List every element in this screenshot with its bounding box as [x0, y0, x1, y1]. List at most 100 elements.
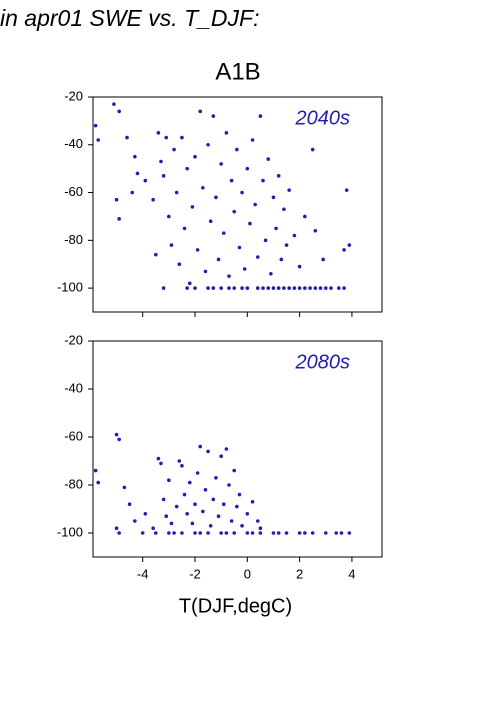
- data-point: [279, 257, 284, 262]
- data-point: [266, 157, 271, 161]
- data-point: [263, 238, 268, 243]
- data-point: [156, 131, 161, 135]
- data-point: [161, 174, 166, 178]
- x-tick-label: -2: [189, 566, 201, 581]
- data-point: [172, 531, 176, 535]
- data-point: [177, 262, 182, 267]
- data-point: [156, 456, 161, 461]
- data-point: [224, 447, 229, 451]
- data-point: [190, 521, 195, 526]
- panel-annotation: 2080s: [295, 351, 351, 373]
- data-point: [96, 138, 101, 142]
- data-point: [287, 188, 291, 192]
- plot-frame: [92, 340, 383, 558]
- data-point: [206, 449, 210, 454]
- data-point: [130, 190, 135, 195]
- y-tick-label: -80: [64, 476, 83, 491]
- y-tick-label: -40: [64, 380, 83, 395]
- data-point: [172, 147, 176, 152]
- data-point: [224, 531, 229, 535]
- data-point: [266, 286, 271, 290]
- data-point: [232, 531, 237, 535]
- data-point: [182, 492, 187, 497]
- data-point: [323, 531, 328, 535]
- data-point: [122, 485, 127, 490]
- data-point: [93, 123, 98, 128]
- data-point: [297, 286, 302, 290]
- data-point: [344, 188, 349, 192]
- data-point: [297, 264, 302, 269]
- data-point: [206, 286, 210, 290]
- data-point: [187, 281, 192, 286]
- data-point: [185, 286, 189, 290]
- x-tick-label: -4: [137, 566, 149, 581]
- data-point: [208, 524, 213, 528]
- data-point: [271, 286, 276, 290]
- data-point: [347, 243, 352, 247]
- y-tick-label: -60: [64, 428, 83, 443]
- data-point: [143, 178, 148, 183]
- data-point: [151, 526, 155, 530]
- page-title: in apr01 SWE vs. T_DJF:: [0, 5, 259, 31]
- data-point: [133, 154, 137, 159]
- data-point: [203, 269, 208, 274]
- data-point: [195, 471, 200, 475]
- data-point: [240, 190, 244, 195]
- data-point: [245, 286, 250, 290]
- y-tick-label: -20: [64, 332, 83, 347]
- data-point: [143, 512, 148, 516]
- data-point: [135, 171, 140, 176]
- data-point: [240, 286, 244, 290]
- data-point: [342, 286, 346, 290]
- data-point: [219, 286, 223, 290]
- data-point: [125, 135, 129, 140]
- panel-annotation: 2040s: [295, 107, 351, 129]
- data-point: [219, 162, 223, 166]
- data-point: [235, 147, 239, 152]
- data-point: [127, 502, 132, 507]
- data-point: [284, 531, 289, 535]
- data-point: [193, 286, 197, 290]
- data-point: [201, 509, 205, 514]
- data-point: [255, 255, 260, 259]
- data-point: [112, 102, 116, 106]
- data-point: [310, 531, 315, 535]
- data-point: [229, 519, 234, 523]
- y-tick-label: -20: [64, 88, 83, 103]
- data-point: [193, 502, 197, 507]
- data-point: [198, 109, 203, 114]
- data-point: [292, 233, 297, 238]
- data-point: [287, 286, 291, 290]
- data-point: [248, 221, 252, 226]
- data-point: [227, 274, 231, 278]
- data-point: [180, 135, 184, 140]
- data-point: [185, 512, 189, 516]
- data-point: [185, 166, 189, 171]
- data-point: [227, 286, 231, 290]
- data-point: [224, 131, 229, 135]
- data-point: [258, 531, 263, 535]
- data-point: [153, 252, 158, 257]
- data-point: [214, 476, 218, 480]
- data-point: [167, 214, 171, 219]
- figure-subtitle: A1B: [215, 58, 260, 85]
- y-tick-label: -80: [64, 232, 83, 247]
- x-tick-label: 4: [348, 566, 355, 581]
- data-point: [232, 468, 237, 473]
- x-axis-label: T(DJF,degC): [179, 595, 292, 617]
- data-point: [261, 178, 265, 183]
- x-tick-label: 2: [296, 566, 303, 581]
- data-point: [187, 480, 192, 485]
- plot-frame: [92, 96, 383, 313]
- data-point: [274, 226, 278, 231]
- data-point: [276, 286, 281, 290]
- data-point: [169, 243, 174, 247]
- data-point: [114, 526, 119, 530]
- data-point: [282, 286, 286, 290]
- data-point: [245, 166, 250, 171]
- data-point: [227, 483, 231, 487]
- data-point: [195, 248, 200, 252]
- data-point: [303, 214, 307, 219]
- data-point: [219, 454, 223, 459]
